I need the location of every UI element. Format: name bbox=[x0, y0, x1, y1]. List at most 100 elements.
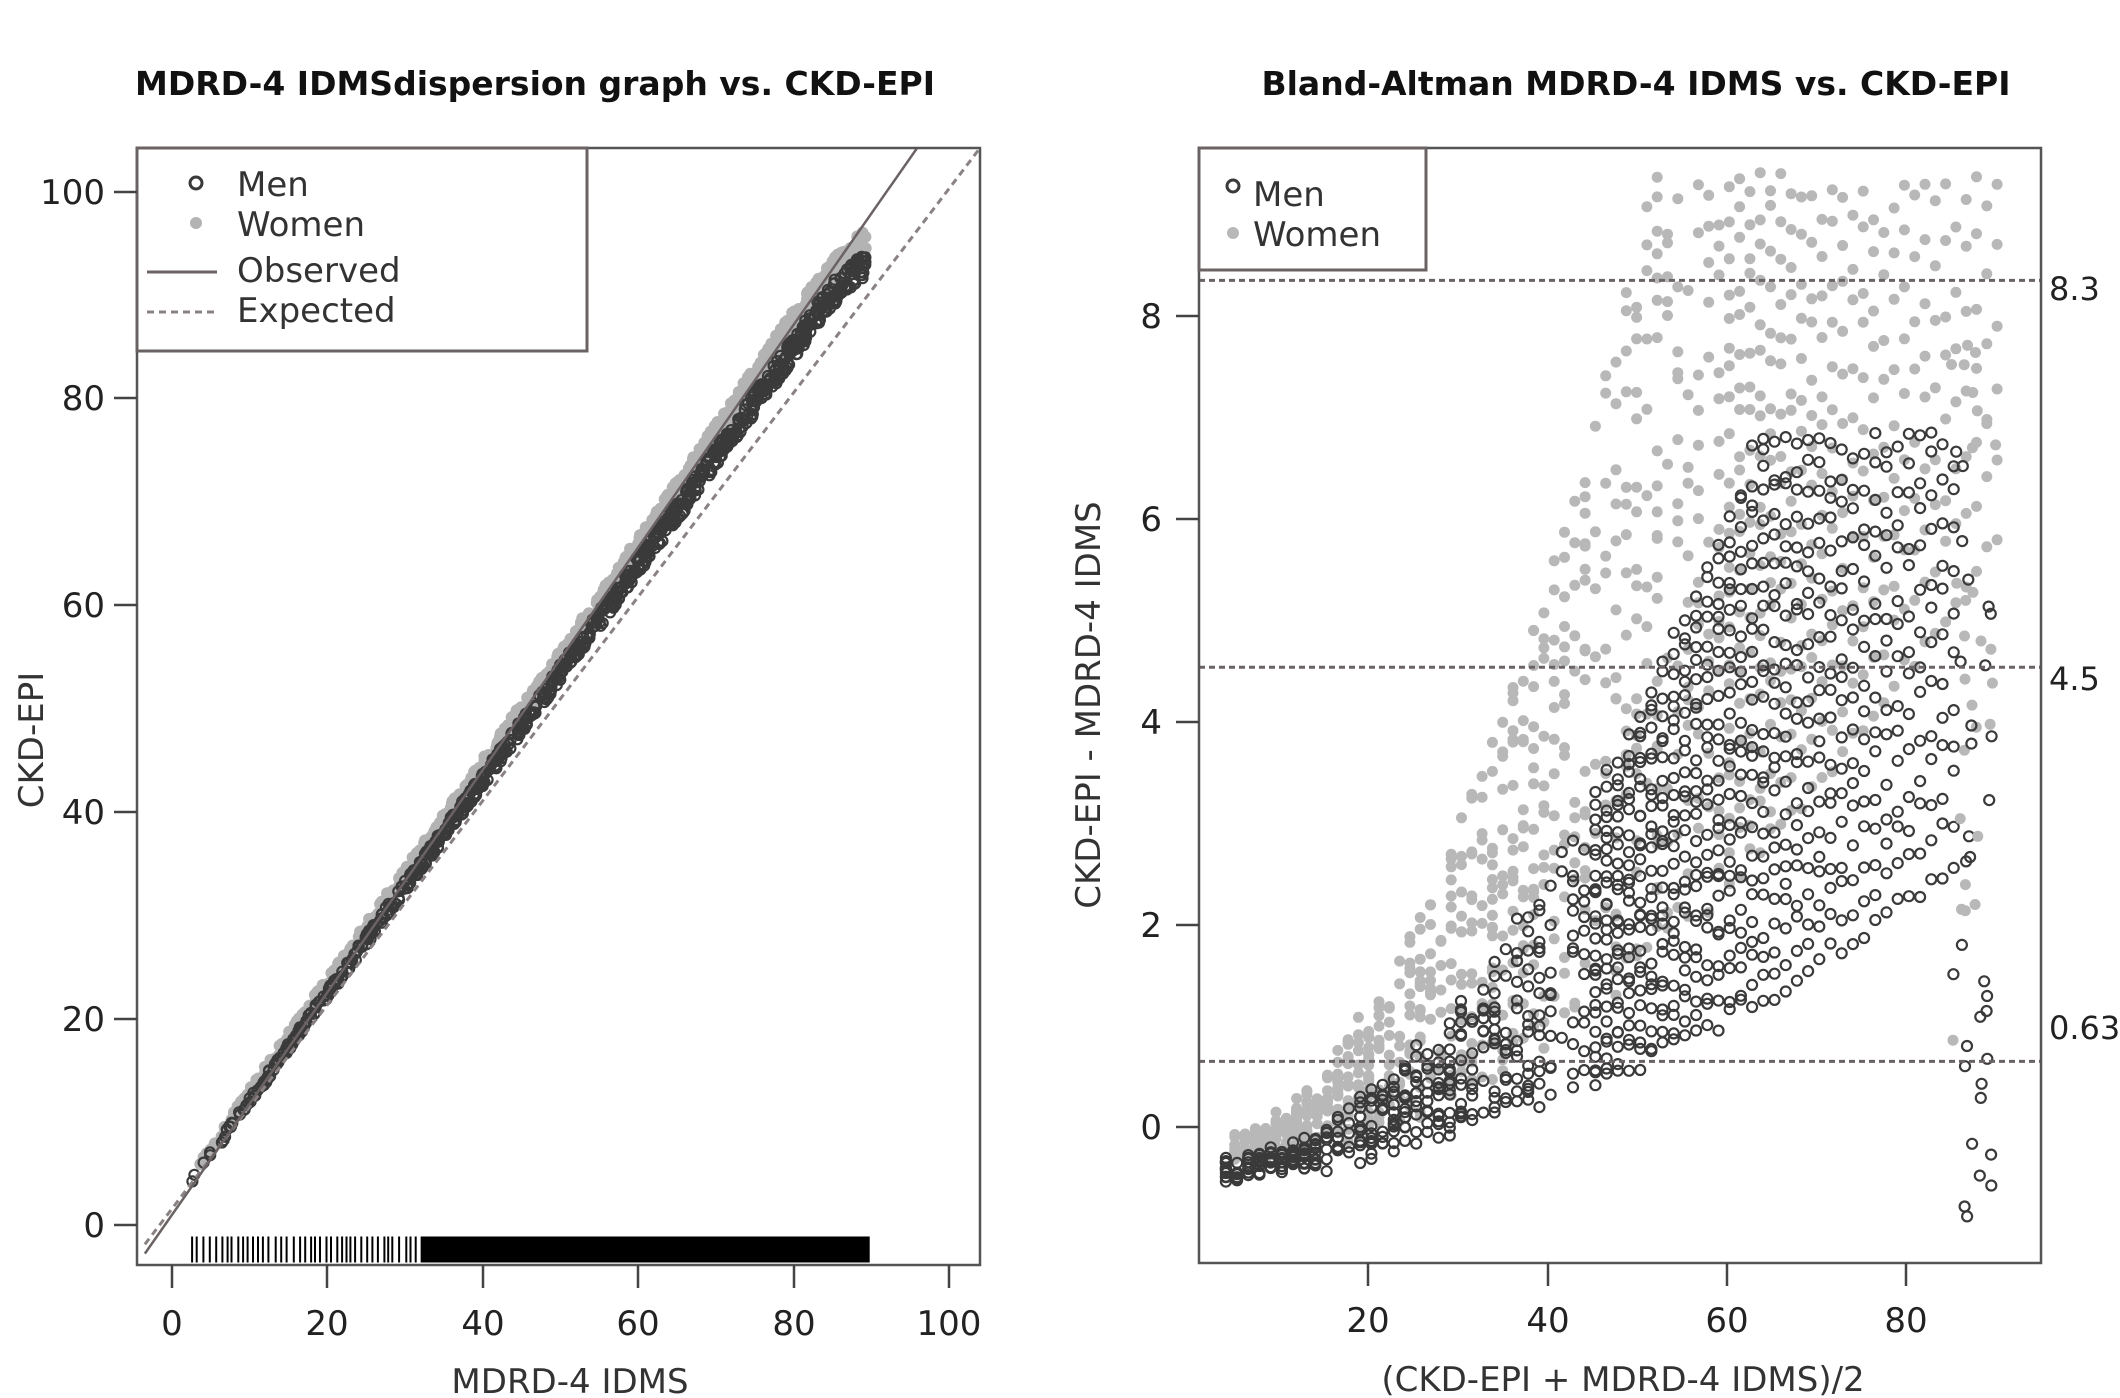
men-point bbox=[1857, 795, 1871, 808]
women-point bbox=[1301, 1119, 1313, 1131]
men-point bbox=[1891, 594, 1904, 608]
women-point bbox=[1394, 955, 1406, 967]
men-point bbox=[1902, 457, 1916, 470]
women-point bbox=[1579, 574, 1591, 586]
men-point bbox=[1869, 913, 1882, 927]
bland-altman-legend-box bbox=[1197, 146, 1428, 272]
men-point bbox=[1667, 948, 1680, 961]
men-point bbox=[1745, 675, 1759, 689]
men-point bbox=[1678, 875, 1692, 888]
men-point bbox=[1522, 911, 1535, 924]
men-point bbox=[1712, 754, 1725, 767]
y-tick-label: 0 bbox=[1140, 1108, 1162, 1148]
men-point bbox=[631, 555, 645, 568]
men-point bbox=[1846, 531, 1860, 544]
men-point bbox=[1421, 1117, 1434, 1130]
men-point bbox=[1936, 517, 1949, 530]
women-point bbox=[1466, 846, 1478, 858]
men-point bbox=[1611, 944, 1624, 957]
men-point bbox=[1768, 826, 1781, 839]
men-point bbox=[1960, 1039, 1974, 1053]
women-point bbox=[1816, 419, 1828, 431]
women-point bbox=[1507, 779, 1519, 791]
women-point bbox=[1662, 652, 1673, 664]
men-point bbox=[1622, 1019, 1636, 1032]
men-point bbox=[1757, 623, 1770, 636]
men-point bbox=[1611, 869, 1624, 883]
men-point bbox=[1745, 740, 1759, 754]
men-point bbox=[1801, 937, 1815, 951]
men-point bbox=[1835, 731, 1848, 744]
men-point bbox=[1656, 692, 1669, 705]
men-point bbox=[1555, 865, 1568, 878]
men-point bbox=[1522, 1079, 1535, 1092]
men-point bbox=[1678, 990, 1692, 1003]
men-point bbox=[1857, 764, 1871, 778]
men-point bbox=[1723, 510, 1736, 523]
men-point bbox=[1925, 674, 1938, 688]
men-point bbox=[1376, 1103, 1389, 1117]
women-point bbox=[1898, 224, 1910, 236]
men-point bbox=[1645, 978, 1658, 991]
men-point bbox=[1522, 963, 1535, 976]
men-point bbox=[1645, 923, 1658, 937]
women-point bbox=[1425, 974, 1436, 986]
men-point bbox=[1846, 909, 1860, 922]
men-point bbox=[1667, 979, 1680, 992]
men-point bbox=[1656, 901, 1669, 914]
women-point bbox=[1734, 309, 1746, 320]
men-point bbox=[649, 529, 662, 542]
women-point bbox=[1806, 293, 1818, 305]
women-point bbox=[1538, 652, 1550, 664]
men-point bbox=[1813, 826, 1826, 839]
women-point bbox=[1785, 388, 1797, 400]
women-point bbox=[1486, 921, 1498, 933]
men-point bbox=[1522, 925, 1535, 938]
women-point bbox=[1517, 804, 1529, 816]
men-point bbox=[1902, 847, 1916, 861]
men-point bbox=[1835, 443, 1848, 456]
women-point bbox=[1414, 1011, 1426, 1023]
women-point bbox=[1486, 736, 1498, 748]
men-point bbox=[1846, 839, 1860, 852]
men-point bbox=[382, 897, 395, 910]
women-point bbox=[1445, 874, 1457, 886]
men-point bbox=[1846, 483, 1860, 496]
women-point bbox=[1651, 506, 1663, 518]
women-point bbox=[1559, 641, 1570, 653]
men-point bbox=[1869, 525, 1882, 538]
men-point bbox=[1745, 821, 1759, 834]
women-point bbox=[1559, 952, 1570, 963]
women-point bbox=[1342, 1054, 1354, 1066]
men-point bbox=[1645, 957, 1658, 970]
men-point bbox=[1712, 622, 1725, 636]
men-point bbox=[1701, 692, 1714, 706]
men-point bbox=[1813, 735, 1826, 748]
men-point bbox=[1701, 959, 1714, 972]
men-point bbox=[1757, 994, 1770, 1007]
women-point bbox=[1559, 1007, 1570, 1019]
women-point bbox=[1723, 428, 1735, 440]
women-point bbox=[1342, 1080, 1354, 1092]
men-point bbox=[1678, 964, 1692, 977]
men-point bbox=[1975, 1077, 1988, 1090]
men-point bbox=[1522, 1018, 1535, 1031]
men-point bbox=[217, 1134, 230, 1147]
women-point bbox=[1837, 418, 1849, 429]
women-point bbox=[1651, 530, 1663, 541]
women-point bbox=[1950, 396, 1962, 408]
men-point bbox=[1891, 699, 1904, 713]
men-point bbox=[1645, 982, 1658, 996]
men-point bbox=[1667, 667, 1680, 681]
men-point bbox=[803, 309, 817, 322]
women-point bbox=[1959, 630, 1970, 642]
men-point bbox=[855, 250, 868, 263]
men-point bbox=[665, 516, 678, 530]
men-point bbox=[1712, 867, 1725, 881]
men-point bbox=[1712, 733, 1725, 746]
women-point bbox=[1959, 673, 1971, 685]
men-point bbox=[1723, 949, 1736, 962]
men-point bbox=[1309, 1138, 1322, 1152]
women-point bbox=[1579, 957, 1591, 969]
men-point bbox=[1398, 1134, 1412, 1148]
